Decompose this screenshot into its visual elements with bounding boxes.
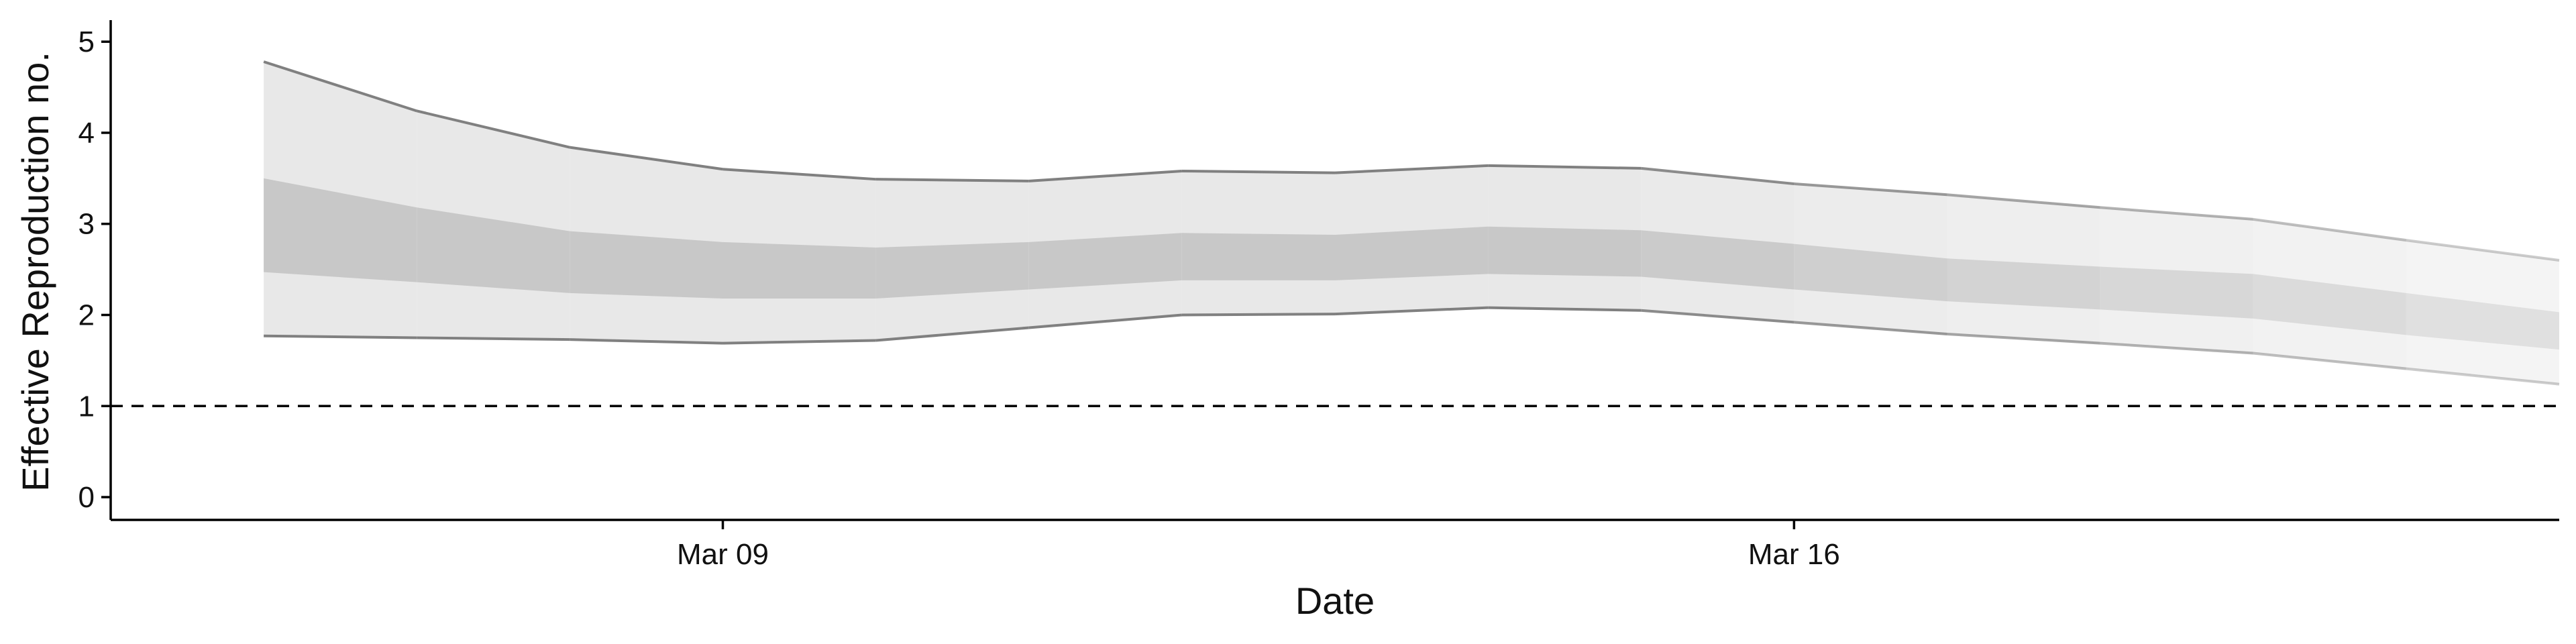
bands-layer (264, 62, 2559, 384)
inner-band-segment (570, 231, 723, 299)
outer-band-segment (2406, 240, 2559, 384)
upper-bound-line (1947, 193, 2100, 209)
y-tick-label: 1 (78, 390, 95, 423)
inner-band-segment (1335, 226, 1489, 280)
upper-bound-line (1181, 169, 1336, 174)
inner-band-segment (1181, 233, 1335, 280)
lower-bound-line (417, 336, 570, 341)
upper-bound-line (1028, 169, 1183, 182)
upper-bound-line (1794, 182, 1947, 197)
x-tick-label: Mar 09 (677, 538, 769, 571)
inner-band-segment (1641, 230, 1794, 290)
lower-bound-line (264, 334, 417, 339)
inner-band-segment (875, 241, 1029, 299)
lower-bound-line (1947, 333, 2100, 345)
inner-band-segment (2253, 274, 2406, 335)
y-axis: 0 1 2 3 4 5 (78, 20, 112, 520)
y-tick-label: 0 (78, 481, 95, 514)
lower-bound-line (2253, 352, 2407, 370)
lower-bound-line (1641, 309, 1794, 324)
y-tick-label: 4 (78, 117, 95, 150)
lower-bound-line (2100, 341, 2253, 355)
inner-band-segment (1028, 233, 1182, 290)
upper-bound-line (2100, 206, 2253, 221)
lower-bound-line (722, 339, 876, 345)
upper-bound-line (722, 168, 876, 181)
y-tick-label: 2 (78, 299, 95, 331)
inner-band-segment (1794, 244, 1947, 302)
inner-band-segment (1947, 258, 2100, 310)
lower-bound-line (1488, 306, 1642, 312)
upper-bound-line (2253, 217, 2407, 242)
upper-bound-line (416, 109, 570, 149)
x-tick-label: Mar 16 (1748, 538, 1840, 571)
inner-band-segment (2406, 292, 2559, 350)
upper-bound-line (263, 60, 417, 113)
lower-bound-line (1334, 306, 1489, 316)
lower-bound-line (2406, 367, 2560, 386)
lower-bound-line (1181, 313, 1336, 317)
upper-bound-line (570, 146, 723, 171)
upper-bound-line (1334, 164, 1489, 174)
upper-bound-line (1488, 164, 1642, 170)
lower-bound-line (570, 338, 723, 345)
y-axis-title: Effective Reproduction no. (14, 52, 56, 492)
y-tick-label: 5 (78, 25, 95, 58)
y-tick-label: 3 (78, 208, 95, 241)
x-axis-title: Date (1295, 580, 1375, 622)
inner-band-segment (722, 241, 876, 299)
upper-bound-line (1641, 166, 1794, 185)
bound-lines-layer (263, 60, 2560, 386)
inner-band-segment (1488, 226, 1642, 277)
inner-band-segment (417, 207, 570, 293)
lower-bound-line (875, 326, 1029, 342)
inner-band-segment (264, 178, 417, 282)
upper-bound-line (875, 178, 1029, 182)
inner-band-segment (2100, 266, 2253, 319)
x-axis: Mar 09 Mar 16 (111, 519, 2559, 571)
upper-bound-line (2406, 239, 2560, 262)
lower-bound-line (1794, 321, 1947, 336)
lower-bound-line (1028, 313, 1183, 329)
